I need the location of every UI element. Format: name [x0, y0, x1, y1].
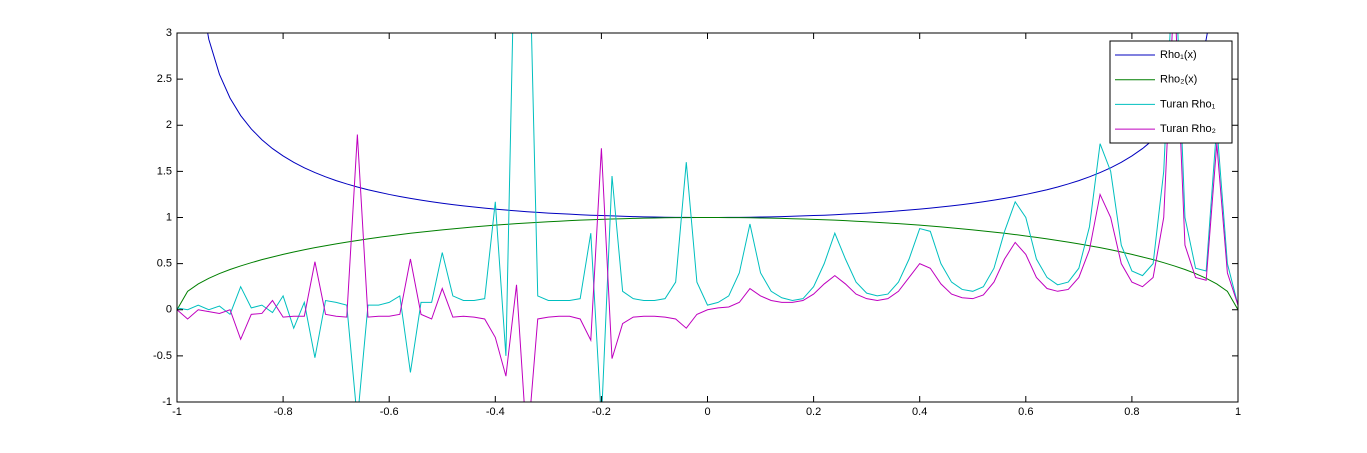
- x-tick-label: -1: [172, 406, 182, 418]
- x-tick-label: -0.4: [486, 406, 505, 418]
- y-tick-label: 1.5: [157, 165, 172, 177]
- y-tick-label: 1: [166, 211, 172, 223]
- x-tick-label: 0.6: [1018, 406, 1033, 418]
- y-tick-label: -1: [162, 396, 172, 408]
- y-tick-label: -0.5: [153, 350, 172, 362]
- legend-box: [1109, 40, 1233, 144]
- y-tick-label: 0: [166, 304, 172, 316]
- y-tick-label: 2: [166, 119, 172, 131]
- x-tick-label: 0.4: [912, 406, 927, 418]
- legend-label: Rho₁(x): [1160, 49, 1197, 61]
- legend: Rho₁(x) Rho₂(x) Turan Rho₁ Turan Rho₂: [1109, 40, 1233, 144]
- series-line: [177, 33, 1238, 402]
- series-line: [177, 33, 1238, 402]
- y-tick-label: 2.5: [157, 73, 172, 85]
- x-tick-label: 0: [704, 406, 710, 418]
- y-tick-label: 0.5: [157, 258, 172, 270]
- x-tick-label: -0.6: [380, 406, 399, 418]
- series-line: [177, 217, 1238, 311]
- legend-label: Turan Rho₁: [1160, 98, 1216, 110]
- x-tick-label: -0.2: [592, 406, 611, 418]
- x-tick-label: 0.8: [1124, 406, 1139, 418]
- x-tick-label: 1: [1235, 406, 1241, 418]
- y-tick-label: 3: [166, 27, 172, 39]
- x-tick-label: -0.8: [274, 406, 293, 418]
- legend-label: Rho₂(x): [1160, 74, 1197, 86]
- series-layer: [177, 33, 1238, 402]
- x-tick-label: 0.2: [806, 406, 821, 418]
- legend-label: Turan Rho₂: [1160, 123, 1216, 135]
